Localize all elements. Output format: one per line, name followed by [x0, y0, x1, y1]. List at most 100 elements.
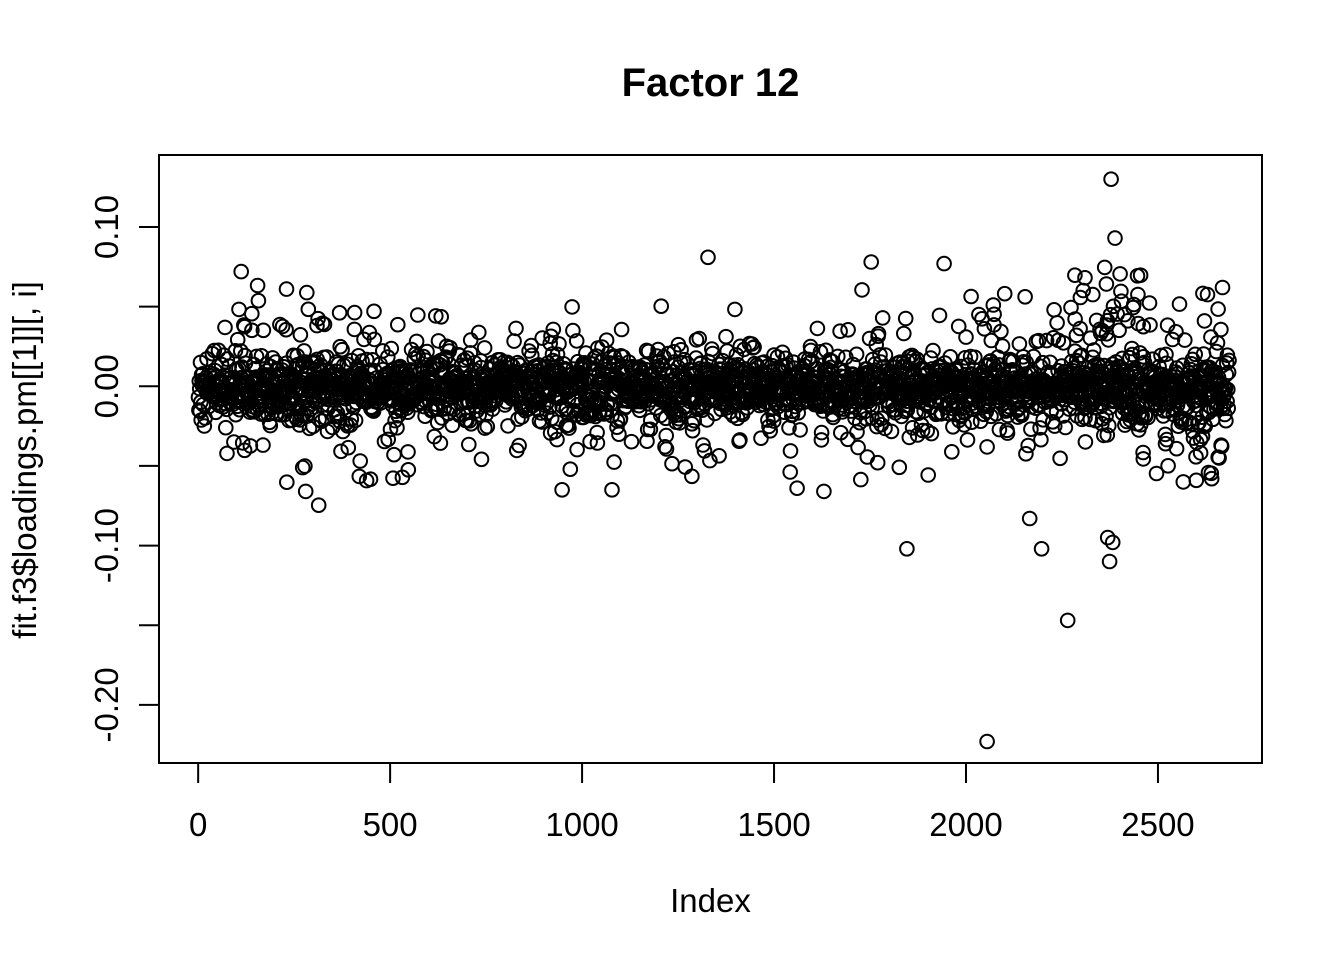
- data-point: [658, 441, 675, 457]
- data-point: [671, 415, 688, 431]
- data-point: [274, 318, 291, 335]
- data-point: [979, 733, 995, 750]
- data-point: [1187, 346, 1203, 363]
- data-point: [346, 304, 363, 321]
- data-point: [432, 435, 449, 451]
- data-point: [1033, 541, 1050, 557]
- data-point: [959, 432, 976, 448]
- data-point: [1101, 553, 1118, 570]
- x-axis: 0 500 1000 1500 2000 2500: [189, 763, 1195, 843]
- data-point: [963, 288, 979, 305]
- data-point: [809, 320, 826, 337]
- data-point: [1175, 474, 1192, 490]
- data-point: [1098, 408, 1114, 424]
- data-point: [206, 342, 223, 359]
- data-point: [993, 323, 1009, 340]
- data-point: [1057, 419, 1074, 436]
- data-point: [250, 292, 267, 309]
- data-point: [233, 263, 249, 280]
- data-point: [958, 329, 974, 345]
- data-point: [849, 424, 865, 440]
- data-point: [534, 330, 551, 346]
- data-point: [991, 421, 1008, 438]
- data-point: [640, 343, 657, 360]
- data-point: [1194, 428, 1211, 445]
- data-point: [1035, 412, 1051, 428]
- data-point: [1216, 396, 1232, 413]
- data-point: [389, 420, 405, 436]
- data-point: [1218, 355, 1235, 371]
- data-point: [408, 333, 425, 350]
- data-point: [874, 310, 891, 326]
- data-point: [358, 351, 375, 368]
- data-point: [854, 282, 870, 298]
- data-point: [310, 497, 327, 514]
- data-point: [554, 482, 570, 498]
- data-point: [985, 297, 1002, 313]
- data-point: [790, 405, 807, 421]
- data-point: [859, 449, 876, 465]
- data-point: [292, 327, 309, 343]
- data-point: [1099, 529, 1116, 546]
- data-point: [1032, 420, 1048, 436]
- data-point: [901, 429, 918, 446]
- data-point: [358, 472, 375, 489]
- data-point: [1111, 322, 1127, 339]
- data-point: [950, 318, 967, 335]
- data-point: [684, 416, 700, 432]
- data-point: [677, 459, 694, 475]
- data-point: [1168, 324, 1184, 340]
- data-point: [500, 418, 516, 434]
- data-point: [523, 337, 540, 354]
- data-point: [789, 480, 805, 497]
- data-point: [1217, 385, 1233, 402]
- data-point: [462, 332, 479, 348]
- data-point: [347, 412, 364, 429]
- data-point: [944, 444, 960, 460]
- data-point: [999, 425, 1016, 441]
- data-point: [1135, 444, 1151, 461]
- data-point: [300, 301, 317, 318]
- data-point: [1220, 364, 1237, 381]
- data-point: [868, 336, 885, 353]
- data-point: [762, 423, 779, 439]
- data-point: [1135, 318, 1152, 335]
- data-point: [874, 410, 890, 427]
- data-point: [473, 451, 490, 468]
- data-point: [366, 303, 382, 320]
- data-point: [1132, 267, 1149, 284]
- data-point: [651, 353, 668, 370]
- data-point: [1113, 293, 1130, 310]
- data-point: [255, 322, 272, 339]
- data-point: [479, 418, 496, 435]
- data-point: [1099, 427, 1116, 443]
- data-point: [1098, 276, 1115, 292]
- data-point: [244, 305, 260, 322]
- data-point: [511, 437, 527, 454]
- data-point: [380, 349, 396, 365]
- data-point: [1195, 346, 1212, 362]
- data-point: [896, 325, 912, 342]
- data-point: [386, 446, 402, 463]
- data-point: [1067, 267, 1083, 284]
- y-tick-label: 0.10: [88, 195, 125, 259]
- data-point: [1125, 299, 1141, 316]
- data-point: [623, 433, 640, 450]
- data-point: [1021, 510, 1038, 527]
- data-point: [333, 443, 349, 460]
- data-point: [236, 318, 253, 335]
- data-point: [562, 461, 579, 478]
- data-point: [1135, 349, 1152, 365]
- data-point: [471, 324, 487, 341]
- data-point: [702, 452, 718, 469]
- data-point: [340, 439, 357, 456]
- data-point: [1203, 470, 1220, 487]
- data-point: [545, 321, 562, 338]
- data-point: [294, 459, 311, 476]
- data-point: [1213, 438, 1230, 455]
- data-point: [853, 471, 869, 488]
- data-point: [976, 406, 992, 423]
- data-point: [979, 439, 995, 455]
- data-point: [1160, 458, 1176, 474]
- data-point: [813, 424, 830, 441]
